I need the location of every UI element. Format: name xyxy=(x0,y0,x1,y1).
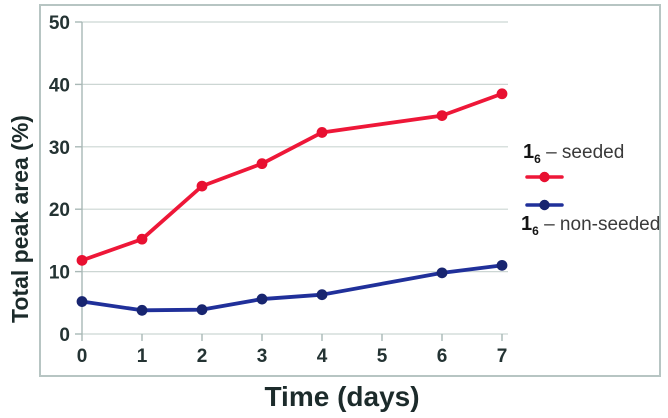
data-point-seeded xyxy=(496,88,508,100)
y-tick-label: 30 xyxy=(49,138,70,159)
y-tick-label: 50 xyxy=(49,13,70,34)
x-tick-label: 7 xyxy=(497,346,508,367)
legend-key-marker-non-seeded xyxy=(539,199,550,211)
x-tick-label: 6 xyxy=(437,346,448,367)
data-point-non-seeded xyxy=(316,289,328,301)
y-tick-label: 10 xyxy=(49,263,70,284)
data-point-non-seeded xyxy=(256,293,268,305)
x-tick-label: 2 xyxy=(197,346,208,367)
x-tick-label: 4 xyxy=(317,346,328,367)
y-tick-label: 20 xyxy=(49,200,70,221)
x-tick-label: 3 xyxy=(257,346,268,367)
data-point-non-seeded xyxy=(196,304,208,316)
x-tick-label: 1 xyxy=(137,346,148,367)
data-point-non-seeded xyxy=(136,304,148,316)
legend-seeded-subscript: 6 xyxy=(534,151,541,166)
y-axis-title: Total peak area (%) xyxy=(7,115,33,323)
data-point-seeded xyxy=(436,110,448,121)
x-tick-label: 5 xyxy=(377,346,388,367)
y-tick-label: 0 xyxy=(59,325,70,346)
legend-label-seeded: 16 – seeded xyxy=(523,141,625,166)
legend-non-seeded-compound: 1 xyxy=(521,213,533,235)
data-point-seeded xyxy=(76,254,88,266)
x-tick-label: 0 xyxy=(77,346,88,367)
legend-non-seeded-text: – non-seeded xyxy=(538,214,661,235)
data-point-seeded xyxy=(196,180,208,192)
data-point-non-seeded xyxy=(496,259,508,271)
x-axis-title: Time (days) xyxy=(264,381,420,412)
data-point-non-seeded xyxy=(436,267,448,279)
data-point-seeded xyxy=(256,158,268,170)
legend-label-non-seeded: 16 – non-seeded xyxy=(521,213,661,238)
y-tick-label: 40 xyxy=(49,75,70,96)
data-point-seeded xyxy=(136,233,148,245)
data-point-seeded xyxy=(316,127,328,138)
data-point-non-seeded xyxy=(76,296,88,307)
legend-non-seeded-subscript: 6 xyxy=(532,223,539,238)
legend-key-marker-seeded xyxy=(539,171,550,183)
legend-seeded-text: – seeded xyxy=(540,142,625,163)
legend-seeded-compound: 1 xyxy=(523,141,535,163)
